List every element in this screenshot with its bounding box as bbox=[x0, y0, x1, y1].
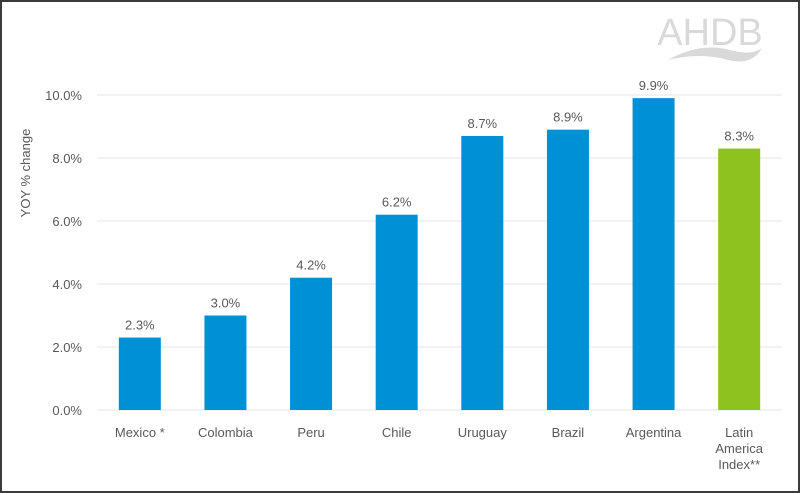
data-label: 9.9% bbox=[639, 78, 669, 93]
x-tick-label: America bbox=[715, 441, 763, 456]
logo-text: AHDB bbox=[657, 12, 763, 54]
y-tick-label: 6.0% bbox=[52, 214, 82, 229]
data-label: 6.2% bbox=[382, 195, 412, 210]
bar bbox=[718, 148, 761, 411]
bar bbox=[632, 98, 675, 411]
bar bbox=[461, 135, 504, 410]
y-tick-label: 0.0% bbox=[52, 403, 82, 418]
ahdb-logo: AHDB bbox=[657, 12, 763, 62]
logo-swoosh bbox=[668, 47, 762, 62]
bar bbox=[118, 337, 161, 410]
x-tick-label: Brazil bbox=[552, 425, 585, 440]
data-label: 2.3% bbox=[125, 318, 155, 333]
bar bbox=[546, 129, 589, 410]
x-tick-label: Uruguay bbox=[458, 425, 508, 440]
x-tick-label: Argentina bbox=[626, 425, 682, 440]
x-tick-label: Chile bbox=[382, 425, 412, 440]
y-tick-label: 8.0% bbox=[52, 151, 82, 166]
x-tick-label: Index** bbox=[718, 457, 760, 472]
y-tick-label: 10.0% bbox=[45, 88, 82, 103]
data-label: 3.0% bbox=[211, 296, 241, 311]
data-label: 8.9% bbox=[553, 110, 583, 125]
y-tick-label: 2.0% bbox=[52, 340, 82, 355]
data-label: 8.3% bbox=[724, 129, 754, 144]
data-label: 4.2% bbox=[296, 258, 326, 273]
bar bbox=[204, 315, 247, 410]
x-tick-label: Mexico * bbox=[115, 425, 165, 440]
bar bbox=[290, 277, 333, 410]
x-tick-label: Latin bbox=[725, 425, 753, 440]
x-tick-label: Peru bbox=[297, 425, 324, 440]
bar bbox=[375, 214, 418, 410]
x-tick-label: Colombia bbox=[198, 425, 254, 440]
data-label: 8.7% bbox=[467, 116, 497, 131]
y-axis-label: YOY % change bbox=[18, 129, 33, 218]
y-tick-label: 4.0% bbox=[52, 277, 82, 292]
